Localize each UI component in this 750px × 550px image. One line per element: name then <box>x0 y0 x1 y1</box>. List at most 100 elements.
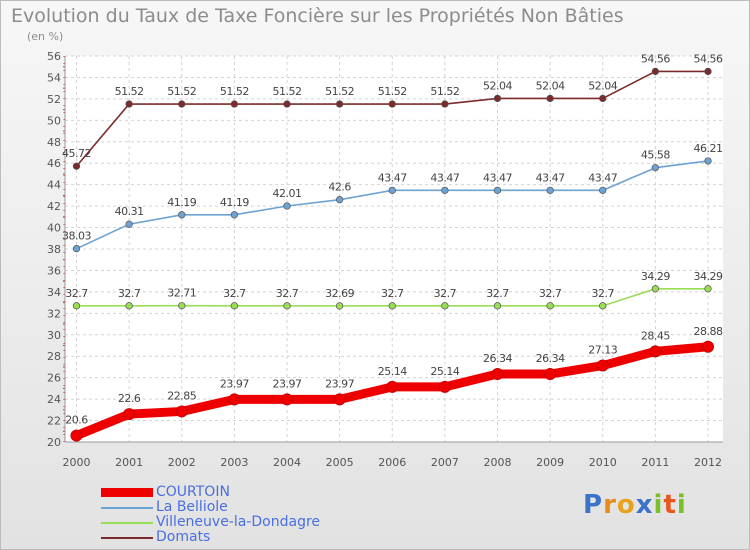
data-label: 43.47 <box>536 171 565 184</box>
legend-swatch <box>101 536 153 539</box>
data-label: 42.6 <box>328 181 351 194</box>
x-tick-label: 2004 <box>273 456 301 469</box>
data-label: 51.52 <box>220 85 249 98</box>
line-chart: 20 22 24 26 28 30 32 34 36 38 40 42 44 46 48 50 52 54 56 20… <box>47 50 723 469</box>
x-tick-label: 2000 <box>63 456 91 469</box>
series-point <box>493 302 502 310</box>
legend-item: Villeneuve-la-Dondagre <box>101 515 320 530</box>
data-label: 32.7 <box>223 287 246 300</box>
data-label: 22.6 <box>118 392 141 405</box>
data-label: 43.47 <box>483 171 512 184</box>
x-tick-label: 2012 <box>694 456 722 469</box>
data-label: 38.03 <box>62 230 91 243</box>
series-point <box>596 359 609 372</box>
series-point <box>333 393 346 406</box>
y-tick-label: 50 <box>47 114 61 127</box>
series-point <box>335 100 344 108</box>
data-label: 28.88 <box>694 325 723 338</box>
data-label: 20.6 <box>65 414 88 427</box>
series-point <box>491 368 504 381</box>
y-tick-label: 56 <box>47 50 61 63</box>
series-point <box>493 186 502 194</box>
data-label: 52.04 <box>536 79 565 92</box>
data-label: 32.7 <box>434 287 457 300</box>
data-label: 40.31 <box>115 205 144 218</box>
series-point <box>230 211 239 219</box>
y-tick-label: 24 <box>47 393 61 406</box>
series-point <box>649 345 662 358</box>
y-tick-label: 44 <box>47 179 61 192</box>
series-point <box>125 302 133 310</box>
series-point <box>230 302 239 310</box>
series-point <box>599 186 607 194</box>
series-point <box>704 285 712 293</box>
y-tick-label: 54 <box>47 71 61 84</box>
data-label: 51.52 <box>167 85 196 98</box>
x-tick-label: 2005 <box>326 456 354 469</box>
series-point <box>281 393 293 406</box>
data-label: 32.69 <box>325 287 354 300</box>
y-tick-label: 22 <box>47 415 61 428</box>
x-tick-label: 2006 <box>378 456 406 469</box>
legend-label: Domats <box>156 529 211 545</box>
data-label: 43.47 <box>430 171 459 184</box>
data-label: 46.21 <box>694 142 723 155</box>
series-point <box>283 100 291 108</box>
data-label: 32.7 <box>539 287 562 300</box>
chart-title: Evolution du Taux de Taxe Foncière sur l… <box>11 5 624 27</box>
series-point <box>72 162 81 170</box>
y-tick-label: 20 <box>47 436 61 449</box>
data-label: 32.7 <box>276 287 299 300</box>
series-point <box>178 302 186 310</box>
data-label: 25.14 <box>430 365 459 378</box>
x-tick-label: 2009 <box>536 456 564 469</box>
data-label: 45.58 <box>641 149 670 162</box>
legend-swatch <box>101 506 153 509</box>
series-point <box>651 164 660 172</box>
series-point <box>386 380 399 393</box>
y-tick-label: 26 <box>47 372 61 385</box>
series-point <box>388 302 396 310</box>
legend-item: Domats <box>101 530 320 545</box>
data-label: 51.52 <box>378 85 407 98</box>
data-label: 32.71 <box>167 287 196 300</box>
series-point <box>283 302 291 310</box>
chart-subtitle: (en %) <box>27 30 64 43</box>
series-point <box>651 67 660 76</box>
series-point <box>546 186 554 194</box>
x-tick-label: 2001 <box>115 456 143 469</box>
data-label: 45.72 <box>62 147 91 160</box>
y-tick-label: 32 <box>47 307 61 320</box>
data-label: 26.34 <box>483 352 512 365</box>
data-label: 51.52 <box>325 85 354 98</box>
data-label: 32.7 <box>486 287 509 300</box>
data-label: 26.34 <box>536 352 565 365</box>
y-tick-label: 28 <box>47 350 61 363</box>
data-label: 32.7 <box>65 287 88 300</box>
series-point <box>441 100 449 108</box>
legend-label: Villeneuve-la-Dondagre <box>156 514 321 530</box>
data-label: 22.85 <box>167 389 196 402</box>
series-point <box>388 100 396 108</box>
series-point <box>388 186 396 194</box>
series-point <box>178 211 186 219</box>
data-label: 34.29 <box>694 270 723 283</box>
series-point <box>441 302 449 310</box>
data-label: 43.47 <box>378 171 407 184</box>
legend-label: COURTOIN <box>156 484 230 500</box>
series-point <box>335 196 344 204</box>
series-point <box>70 429 83 442</box>
series-point <box>178 100 186 108</box>
data-label: 23.97 <box>273 377 302 390</box>
y-tick-label: 36 <box>47 264 61 277</box>
series-point <box>702 340 714 353</box>
series-point <box>283 202 291 210</box>
series-point <box>72 245 81 253</box>
series-point <box>72 302 81 310</box>
data-label: 34.29 <box>641 270 670 283</box>
y-tick-label: 52 <box>47 93 61 106</box>
data-label: 51.52 <box>273 85 302 98</box>
series-point <box>546 94 554 103</box>
data-label: 54.56 <box>641 52 670 65</box>
